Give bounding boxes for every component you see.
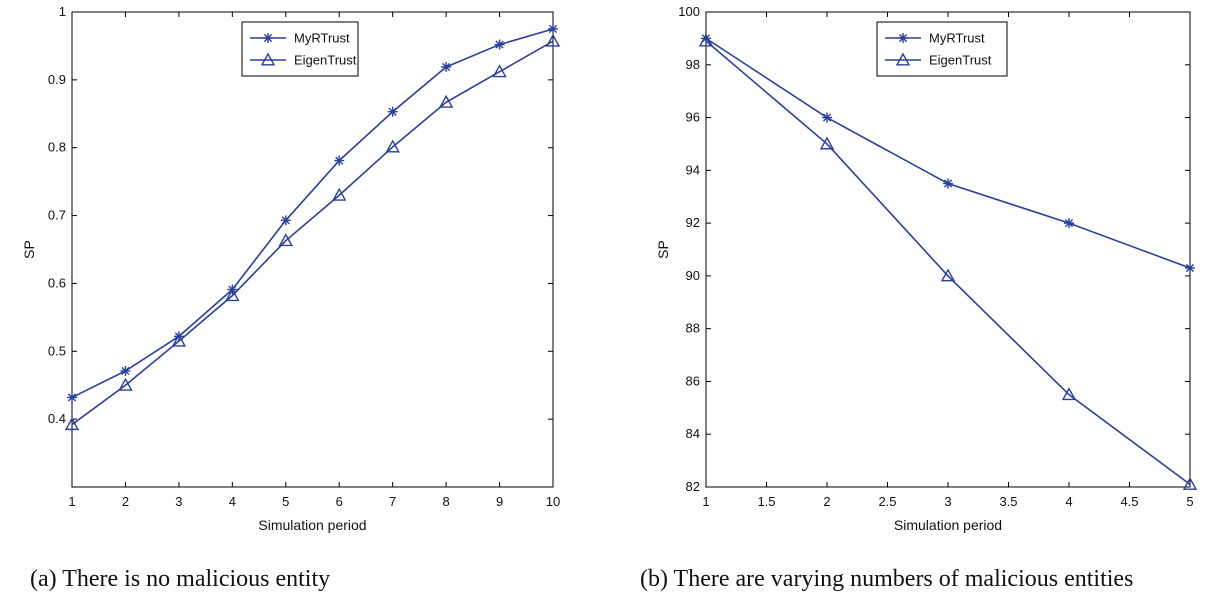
x-tick-label: 3.5 [999, 494, 1017, 509]
x-axis-label: Simulation period [894, 517, 1002, 533]
data-point [280, 215, 291, 226]
y-tick-label: 92 [686, 215, 700, 230]
y-tick-label: 96 [686, 110, 700, 125]
legend: MyRTrust EigenTrust [241, 21, 359, 77]
legend-marker [263, 33, 273, 43]
y-tick-label: 86 [686, 373, 700, 388]
x-tick-label: 2 [823, 494, 830, 509]
y-tick-label: 90 [686, 268, 700, 283]
legend-box [241, 21, 359, 77]
data-point [548, 23, 558, 34]
legend-label: MyRTrust [294, 31, 350, 46]
y-axis-label: SP [21, 240, 37, 259]
series-line [705, 40, 1191, 486]
x-tick-label: 1.5 [757, 494, 775, 509]
x-tick-label: 2 [122, 494, 129, 509]
legend-marker [260, 52, 276, 66]
x-axis-label: Simulation period [258, 517, 366, 533]
x-tick-label: 4 [229, 494, 236, 509]
x-tick-label: 2.5 [878, 494, 896, 509]
data-point [118, 377, 133, 391]
data-point [494, 39, 505, 50]
legend-label: MyRTrust [929, 31, 985, 46]
x-tick-label: 4.5 [1120, 494, 1138, 509]
data-point [64, 417, 80, 431]
y-tick-label: 98 [686, 57, 700, 72]
chart-a: 1 2 3 4 5 6 7 8 9 10 0.4 0.5 0.6 0.7 0.8 0.9 1 Simulation… [21, 4, 560, 533]
data-point [278, 233, 293, 247]
legend-label: EigenTrust [294, 53, 357, 68]
data-point [698, 33, 714, 47]
data-point [822, 112, 832, 123]
x-tick-label: 6 [336, 494, 343, 509]
data-point [67, 392, 77, 403]
data-point [334, 155, 345, 166]
data-point [171, 333, 187, 347]
legend-box [876, 21, 1008, 77]
y-axis-label: SP [655, 240, 671, 259]
y-tick-label: 0.6 [48, 275, 66, 290]
y-tick-label: 0.7 [48, 208, 66, 223]
plot-frame [705, 11, 1191, 488]
y-tick-label: 0.4 [48, 411, 66, 426]
data-point [492, 64, 507, 78]
x-tick-label: 1 [702, 494, 709, 509]
y-tick-label: 0.8 [48, 140, 66, 155]
series-line [71, 28, 554, 399]
y-tick-label: 100 [678, 4, 700, 19]
data-point [441, 61, 452, 72]
plot-frame [71, 11, 554, 488]
caption-a: (a) There is no malicious entity [30, 566, 331, 592]
chart-b: 1 1.5 2 2.5 3 3.5 4 4.5 5 82 84 86 88 90 92 94 96 98 100 Si… [655, 4, 1198, 533]
data-point [940, 268, 956, 282]
legend-label: EigenTrust [929, 53, 992, 68]
x-tick-label: 10 [546, 494, 560, 509]
series-eigentrust [698, 33, 1198, 490]
y-tick-label: 88 [686, 321, 700, 336]
x-tick-label: 4 [1065, 494, 1072, 509]
data-point [1182, 476, 1198, 490]
x-tick-label: 5 [1186, 494, 1193, 509]
legend: MyRTrust EigenTrust [876, 21, 1008, 77]
x-tick-label: 9 [496, 494, 503, 509]
legend-marker [895, 52, 911, 66]
data-point [225, 288, 240, 302]
y-tick-label: 0.5 [48, 343, 66, 358]
x-tick-label: 3 [944, 494, 951, 509]
series-eigentrust [64, 33, 561, 431]
series-line [71, 40, 554, 426]
x-tick-label: 5 [282, 494, 289, 509]
y-tick-label: 0.9 [48, 72, 66, 87]
data-point [438, 94, 454, 108]
data-point [1185, 262, 1195, 273]
x-tick-label: 7 [389, 494, 396, 509]
y-tick-label: 1 [59, 4, 66, 19]
y-tick-label: 82 [686, 479, 700, 494]
data-point [332, 187, 347, 201]
data-point [1061, 387, 1077, 401]
data-point [819, 136, 835, 150]
data-point [387, 106, 398, 117]
data-point [943, 178, 953, 189]
data-point [385, 139, 400, 153]
data-point [545, 33, 561, 47]
legend-marker [898, 33, 908, 43]
y-tick-label: 94 [686, 162, 700, 177]
x-tick-label: 3 [175, 494, 182, 509]
caption-b: (b) There are varying numbers of malicio… [640, 566, 1134, 592]
data-point [1064, 218, 1074, 229]
x-tick-label: 1 [68, 494, 75, 509]
y-tick-label: 84 [686, 426, 700, 441]
data-point [120, 365, 131, 376]
x-tick-label: 8 [442, 494, 449, 509]
